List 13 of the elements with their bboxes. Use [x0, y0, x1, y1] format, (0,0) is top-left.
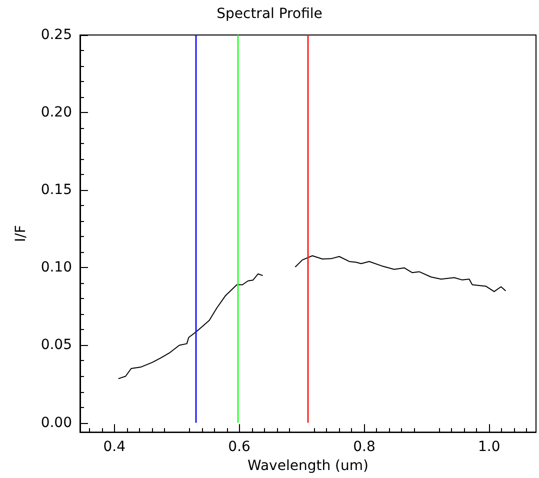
x-tick-label: 0.6 [228, 439, 251, 456]
y-tick-label: 0.15 [40, 182, 72, 198]
y-axis-title: I/F [13, 225, 29, 242]
y-tick-label: 0.05 [40, 337, 72, 354]
y-tick-label: 0.25 [40, 27, 72, 43]
x-axis-title: Wavelength (um) [248, 458, 368, 474]
y-tick-label: 0.00 [40, 414, 72, 431]
x-tick-label: 1.0 [478, 439, 500, 456]
y-tick-label: 0.10 [40, 260, 72, 276]
y-tick-label: 0.20 [40, 104, 72, 121]
x-tick-label: 0.4 [103, 439, 126, 456]
x-tick-label: 0.8 [353, 439, 376, 456]
chart-title: Spectral Profile [216, 6, 322, 22]
